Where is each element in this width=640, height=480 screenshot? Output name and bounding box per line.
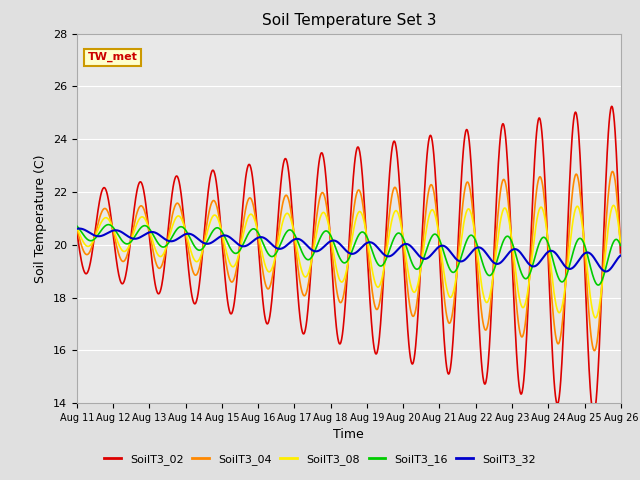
Title: Soil Temperature Set 3: Soil Temperature Set 3 (262, 13, 436, 28)
Y-axis label: Soil Temperature (C): Soil Temperature (C) (35, 154, 47, 283)
X-axis label: Time: Time (333, 429, 364, 442)
Legend: SoilT3_02, SoilT3_04, SoilT3_08, SoilT3_16, SoilT3_32: SoilT3_02, SoilT3_04, SoilT3_08, SoilT3_… (100, 450, 540, 469)
Text: TW_met: TW_met (88, 52, 138, 62)
